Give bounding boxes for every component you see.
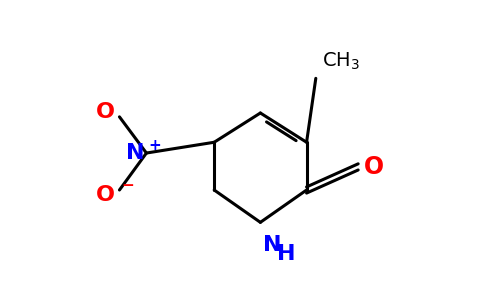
Text: O: O: [364, 155, 384, 179]
Text: H: H: [277, 244, 296, 264]
Text: N: N: [126, 143, 145, 163]
Text: CH$_3$: CH$_3$: [322, 51, 360, 72]
Text: N: N: [263, 235, 281, 255]
Text: O: O: [96, 184, 115, 205]
Text: O: O: [96, 102, 115, 122]
Text: −: −: [121, 178, 134, 193]
Text: +: +: [148, 138, 161, 153]
